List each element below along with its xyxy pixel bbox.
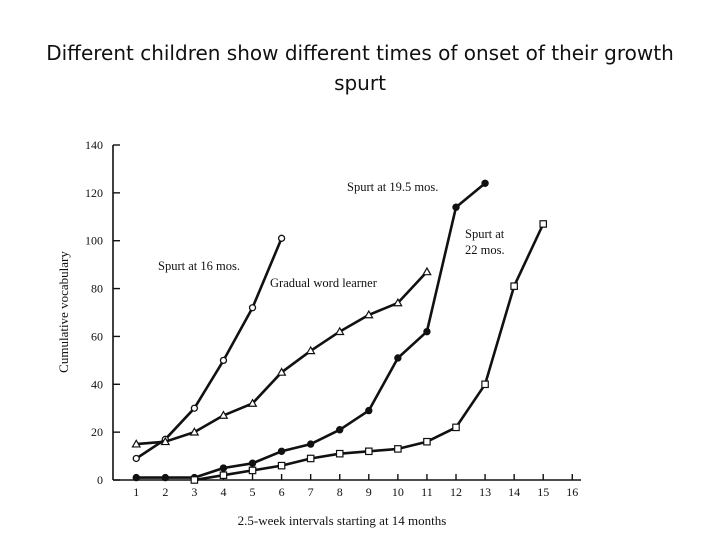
data-point-spurt-at-22-mos-10 (394, 445, 402, 453)
data-point-spurt-at-19-5-mos-6 (277, 447, 286, 455)
data-point-gradual-word-learner-5 (247, 398, 258, 407)
data-point-spurt-at-22-mos-15 (539, 220, 548, 228)
data-point-gradual-word-learner-11 (422, 266, 432, 276)
x-tick-label-3: 3 (191, 485, 197, 499)
x-tick-label-6: 6 (279, 485, 285, 499)
data-point-spurt-at-16-mos-6 (277, 234, 286, 242)
data-point-spurt-at-16-mos-3 (190, 404, 199, 412)
x-tick-label-8: 8 (337, 485, 343, 499)
x-axis-title: 2.5-week intervals starting at 14 months (238, 513, 447, 528)
y-tick-label-0: 0 (97, 473, 103, 487)
data-point-gradual-word-learner-4 (218, 410, 229, 419)
data-point-spurt-at-19-5-mos-11 (423, 327, 431, 336)
data-point-gradual-word-learner-2 (160, 436, 171, 446)
y-axis-title: Cumulative vocabulary (56, 251, 71, 373)
data-point-gradual-word-learner-8 (334, 326, 345, 336)
data-point-spurt-at-22-mos-12 (452, 423, 460, 432)
x-tick-label-7: 7 (308, 485, 314, 499)
series-spurt-at-22-mos (190, 220, 548, 484)
x-tick-label-1: 1 (133, 485, 139, 499)
data-point-spurt-at-19-5-mos-9 (365, 406, 373, 415)
annotation-spurt-19-5: Spurt at 19.5 mos. (347, 180, 438, 194)
data-point-spurt-at-22-mos-8 (335, 449, 344, 458)
x-tick-label-12: 12 (450, 485, 462, 499)
x-tick-label-10: 10 (392, 485, 404, 499)
data-point-spurt-at-19-5-mos-7 (306, 440, 315, 448)
data-point-spurt-at-16-mos-5 (248, 304, 257, 312)
annotation-spurt-16: Spurt at 16 mos. (158, 259, 240, 273)
data-point-spurt-at-19-5-mos-10 (394, 354, 402, 362)
data-point-gradual-word-learner-3 (189, 427, 200, 436)
y-tick-label-20: 20 (91, 425, 103, 439)
y-tick-label-80: 80 (91, 282, 103, 296)
data-point-spurt-at-19-5-mos-13 (481, 179, 489, 187)
data-point-gradual-word-learner-9 (363, 309, 374, 319)
chart-axes (112, 145, 581, 481)
x-tick-label-4: 4 (220, 485, 226, 499)
data-point-spurt-at-19-5-mos-8 (336, 426, 344, 434)
x-tick-label-2: 2 (162, 485, 168, 499)
series-line-gradual-word-learner (136, 270, 428, 446)
data-point-spurt-at-19-5-mos-2 (161, 473, 170, 482)
x-tick-label-14: 14 (508, 485, 520, 499)
data-point-spurt-at-19-5-mos-4 (219, 464, 228, 472)
data-point-gradual-word-learner-10 (393, 297, 403, 307)
data-point-spurt-at-16-mos-1 (132, 454, 140, 463)
data-point-spurt-at-16-mos-4 (219, 356, 228, 365)
annotation-spurt-22-line1: Spurt at (465, 227, 505, 241)
x-tick-label-15: 15 (537, 485, 549, 499)
x-tick-label-16: 16 (566, 485, 578, 499)
data-point-spurt-at-19-5-mos-12 (452, 203, 460, 211)
annotation-spurt-22-line2: 22 mos. (465, 243, 505, 257)
annotation-gradual-learner: Gradual word learner (270, 276, 378, 290)
x-tick-label-9: 9 (366, 485, 372, 499)
series-line-spurt-at-22-mos (194, 223, 545, 482)
slide-title: Different children show different times … (46, 41, 674, 95)
data-point-gradual-word-learner-7 (305, 345, 316, 355)
y-tick-label-40: 40 (91, 377, 103, 391)
data-point-gradual-word-learner-6 (276, 367, 287, 376)
y-tick-label-120: 120 (85, 186, 103, 200)
data-point-spurt-at-19-5-mos-1 (132, 473, 140, 482)
x-tick-label-11: 11 (421, 485, 433, 499)
data-point-spurt-at-22-mos-13 (481, 380, 489, 389)
y-tick-label-140: 140 (85, 138, 103, 152)
data-point-spurt-at-22-mos-5 (248, 466, 257, 475)
data-point-spurt-at-22-mos-4 (219, 471, 228, 480)
series-gradual-word-learner (131, 266, 432, 448)
data-point-spurt-at-19-5-mos-5 (248, 459, 257, 467)
data-point-spurt-at-22-mos-11 (423, 437, 431, 446)
y-axis-ticks: 0 20 40 60 80 100 120 140 (85, 138, 120, 487)
x-tick-label-13: 13 (479, 485, 491, 499)
data-point-spurt-at-22-mos-9 (365, 447, 373, 456)
x-tick-label-5: 5 (250, 485, 256, 499)
data-point-spurt-at-22-mos-7 (306, 454, 315, 463)
y-tick-label-100: 100 (85, 234, 103, 248)
series-layer (131, 179, 548, 484)
data-point-spurt-at-22-mos-6 (277, 461, 286, 470)
data-point-spurt-at-22-mos-14 (510, 282, 518, 290)
y-tick-label-60: 60 (91, 329, 103, 343)
x-axis-ticks: 1 2 3 4 5 6 7 8 9 10 11 12 13 14 15 16 (133, 474, 578, 499)
data-point-spurt-at-22-mos-3 (190, 476, 199, 484)
data-point-gradual-word-learner-1 (131, 439, 142, 448)
annotation-layer: Spurt at 16 mos. Gradual word learner Sp… (158, 180, 505, 290)
